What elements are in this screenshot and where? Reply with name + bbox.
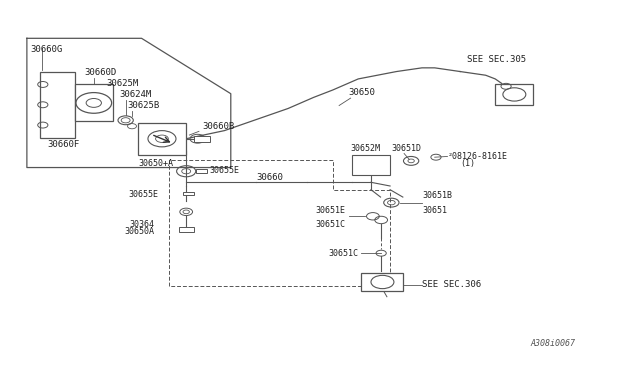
Text: ²08126-8161E: ²08126-8161E (447, 152, 508, 161)
Text: 30652M: 30652M (351, 144, 381, 153)
Text: 30625M: 30625M (106, 79, 139, 88)
Bar (138, 123, 186, 155)
Text: 30660B: 30660B (202, 122, 234, 131)
Text: 30651C: 30651C (328, 249, 358, 258)
Text: 30650: 30650 (349, 89, 376, 97)
Bar (196, 169, 207, 173)
Text: SEE SEC.306: SEE SEC.306 (422, 280, 481, 289)
Bar (40, 71, 75, 138)
Text: SEE SEC.305: SEE SEC.305 (467, 55, 525, 64)
Text: 30650A: 30650A (124, 227, 154, 235)
Text: 30651B: 30651B (422, 191, 452, 200)
Text: 30651C: 30651C (316, 220, 346, 229)
Text: 30660G: 30660G (31, 45, 63, 54)
Text: 30655E: 30655E (209, 166, 239, 175)
Text: 30651: 30651 (422, 206, 447, 215)
Text: A308i0067: A308i0067 (531, 340, 575, 349)
Text: 30660: 30660 (256, 173, 283, 182)
Bar (179, 227, 194, 232)
Bar (352, 155, 390, 175)
Bar (183, 192, 195, 195)
Bar (194, 136, 210, 142)
Bar (495, 84, 534, 105)
Text: 30651D: 30651D (392, 144, 421, 153)
Text: 30624M: 30624M (119, 90, 152, 99)
Text: 30660F: 30660F (47, 140, 79, 149)
Text: 30625B: 30625B (127, 101, 160, 110)
Text: 30364: 30364 (129, 220, 154, 229)
Bar (75, 84, 113, 121)
Text: (1): (1) (460, 159, 475, 169)
Text: 30651E: 30651E (316, 206, 346, 215)
Text: 30660D: 30660D (84, 68, 116, 77)
Bar (362, 273, 403, 291)
Text: 30650+A: 30650+A (138, 158, 173, 167)
Text: 30655E: 30655E (128, 190, 158, 199)
